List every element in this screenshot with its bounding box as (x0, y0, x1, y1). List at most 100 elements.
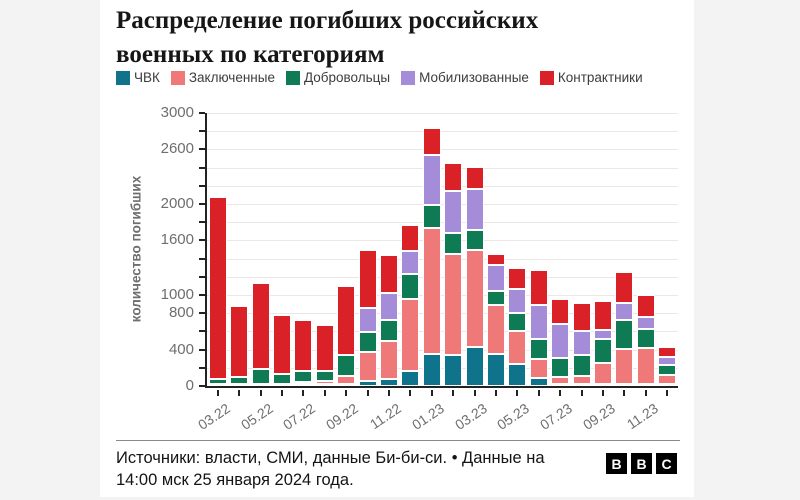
legend-label: Добровольцы (303, 70, 391, 85)
bar-segment (444, 191, 463, 233)
x-tick (580, 390, 583, 396)
x-axis-tick-label: 11.22 (366, 400, 404, 433)
bar-segment (615, 303, 634, 320)
bar-segment (337, 354, 356, 376)
gridline (207, 240, 678, 242)
stacked-bar-10.22 (358, 250, 377, 386)
bar-segment (251, 368, 270, 384)
legend-swatch-icon (170, 70, 185, 85)
gridline (207, 113, 678, 114)
bar-segment (615, 384, 634, 386)
bar-segment (315, 381, 334, 384)
bar-segment (529, 270, 548, 305)
y-tick (199, 257, 205, 260)
bbc-logo-letter: B (631, 453, 652, 474)
x-tick (216, 390, 219, 396)
legend-label: Заключенные (188, 70, 275, 85)
bar-segment (422, 353, 441, 386)
bar-segment (358, 250, 377, 309)
y-axis-tick-label: 1000 (160, 286, 194, 303)
gridline (207, 149, 678, 151)
x-tick (495, 390, 498, 396)
legend-swatch-icon (116, 70, 130, 85)
x-tick (602, 390, 605, 396)
x-tick (623, 390, 626, 396)
y-tick (199, 366, 205, 369)
y-tick (199, 184, 205, 187)
bar-segment (465, 189, 484, 230)
y-tick (199, 112, 205, 114)
stacked-bar-03.23 (465, 167, 484, 386)
bar-segment (379, 379, 398, 386)
bar-segment (551, 358, 570, 378)
legend-item: Заключенные (170, 70, 275, 85)
bar-segment (422, 228, 441, 354)
legend-item: ЧВК (116, 70, 160, 85)
x-axis-tick-label: 09.22 (323, 400, 362, 433)
y-axis-tick-label: 3000 (160, 104, 194, 121)
stacked-bar-06.22 (272, 314, 291, 386)
bar-segment (315, 384, 334, 386)
bar-segment (636, 384, 655, 386)
stacked-bar-10.23 (615, 271, 634, 386)
y-tick (199, 239, 205, 242)
gridline (207, 131, 678, 133)
y-tick (199, 330, 205, 333)
stacked-bar-04.23 (487, 253, 506, 386)
bar-segment (551, 384, 570, 386)
y-axis-tick-label: 2600 (160, 140, 194, 158)
stacked-bar-07.23 (551, 298, 570, 386)
bar-segment (208, 378, 227, 384)
bar-segment (358, 352, 377, 382)
source-text: Источники: власти, СМИ, данные Би-би-си.… (116, 449, 545, 490)
bar-segment (379, 340, 398, 380)
stacked-bar-06.23 (529, 270, 548, 386)
bar-segment (572, 303, 591, 331)
legend-swatch-icon (285, 70, 300, 85)
stacked-bar-12.23 (658, 347, 677, 386)
plot-area (199, 112, 678, 396)
legend-swatch-icon (401, 70, 416, 85)
stacked-bar-08.22 (315, 324, 334, 386)
bar-segment (572, 384, 591, 386)
bar-segment (594, 330, 613, 339)
bar-segment (294, 320, 313, 372)
bar-segment (358, 381, 377, 386)
y-axis-tick-label: 0 (185, 377, 194, 394)
chart-card: Распределение погибших российских военны… (100, 0, 694, 497)
stacked-bar-07.22 (294, 320, 313, 386)
bar-segment (636, 328, 655, 349)
y-tick (199, 275, 205, 278)
bar-segment (594, 301, 613, 331)
bar-segment (358, 332, 377, 353)
y-tick (199, 166, 205, 169)
bbc-logo-letter: B (606, 453, 627, 474)
bar-segment (379, 293, 398, 321)
bar-segment (465, 229, 484, 251)
bar-segment (529, 377, 548, 386)
legend-label: ЧВК (134, 70, 160, 85)
x-axis-tick-label: 03.23 (451, 400, 490, 433)
footer-divider (116, 440, 680, 441)
bar-segment (230, 306, 249, 377)
bar-segment (401, 298, 420, 371)
bar-segment (337, 285, 356, 355)
x-tick (323, 390, 326, 396)
bar-segment (315, 371, 334, 382)
stacked-bar-11.22 (379, 255, 398, 386)
bar-segment (401, 370, 420, 386)
bar-segment (444, 253, 463, 355)
bar-segment (465, 167, 484, 190)
bar-segment (658, 374, 677, 384)
y-axis-tick-label: 1600 (160, 231, 194, 249)
bar-segment (272, 384, 291, 386)
x-axis-tick-label: 05.23 (494, 400, 533, 433)
bar-segment (529, 304, 548, 339)
y-tick (199, 130, 205, 133)
x-tick (280, 390, 283, 396)
x-tick (666, 390, 669, 396)
bar-segment (487, 291, 506, 306)
x-tick (259, 390, 262, 396)
x-axis-tick-label: 05.22 (237, 400, 276, 433)
